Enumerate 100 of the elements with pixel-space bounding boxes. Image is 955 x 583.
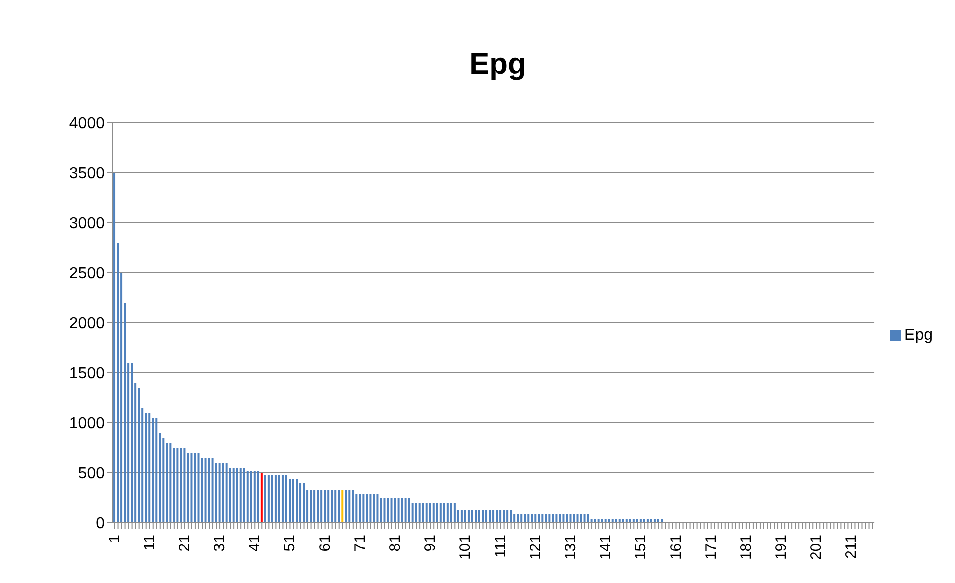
bar [310,490,312,523]
bar [464,510,466,523]
y-tick-label: 0 [96,516,106,533]
bar [503,510,506,523]
bar [492,510,495,523]
bar [240,468,242,523]
bar [114,173,116,523]
bar [257,471,260,523]
x-tick-label: 91 [422,535,440,552]
bar [486,510,488,523]
x-tick-label: 211 [843,535,860,559]
bar [517,514,520,523]
bar [156,418,158,523]
x-tick-label: 151 [632,535,650,560]
y-tick-label: 3500 [69,166,106,183]
bar [570,514,572,523]
bar [317,490,320,523]
bar [429,503,432,523]
bar [576,514,579,523]
bar [296,479,298,523]
y-tick-label: 500 [78,466,106,483]
bar [394,498,396,523]
chart-title: Epg [468,47,528,83]
bar [190,453,193,523]
bar [218,463,221,523]
bar [274,475,277,523]
bar [380,498,382,523]
bar [314,490,316,523]
bar [222,463,224,523]
bar [328,490,330,523]
bar [524,514,526,523]
bar [250,471,252,523]
bar [345,490,348,523]
bar [584,514,586,523]
bar [176,448,179,523]
x-tick-label: 21 [176,535,194,552]
bar [198,453,200,523]
bar [148,413,151,523]
bar [194,453,196,523]
bar [292,479,295,523]
bar [432,503,435,523]
bar [478,510,480,523]
x-tick-label: 61 [316,535,334,552]
x-tick-label: 11 [141,535,158,551]
x-tick-label: 71 [352,535,369,552]
bar [415,503,418,523]
bar [384,498,386,523]
bar [226,463,228,523]
bar [404,498,407,523]
bar [271,475,274,523]
bar [334,490,337,523]
bar [170,443,172,523]
bar [285,475,288,523]
bar [542,514,544,523]
bar [500,510,502,523]
bar [552,514,554,523]
bar [460,510,463,523]
bar [131,363,134,523]
y-tick-label: 2500 [69,266,106,283]
bar [510,510,512,523]
bar [212,458,214,523]
bar [426,503,428,523]
bar [331,490,334,523]
bar [288,479,291,523]
y-tick-label: 1500 [69,366,106,383]
bar [342,490,344,523]
x-tick-label: 81 [387,535,404,552]
x-tick-label: 111 [492,535,510,558]
bar [208,458,210,523]
bar [180,448,182,523]
bar [370,494,372,523]
legend-label: Epg [904,326,933,344]
bar [422,503,424,523]
x-tick-label: 191 [773,535,790,560]
x-tick-label: 181 [738,535,755,560]
bar [376,494,379,523]
bar [556,514,558,523]
bar [436,503,438,523]
bar [528,514,530,523]
x-tick-label: 121 [527,535,544,560]
bar [303,483,306,523]
bar [254,471,256,523]
x-tick-label: 141 [598,535,615,560]
x-tick-label: 161 [668,535,685,560]
bar [356,494,358,523]
bar [468,510,470,523]
bar [443,503,446,523]
x-tick-label: 131 [562,535,580,560]
y-tick-label: 4000 [69,116,106,133]
bar [278,475,280,523]
bar [204,458,207,523]
bar [534,514,537,523]
bar [482,510,484,523]
bar [531,514,534,523]
y-tick-label: 1000 [69,416,106,433]
bar [338,490,340,523]
bar [236,468,238,523]
bar [580,514,582,523]
bar [243,468,246,523]
bar [246,471,249,523]
